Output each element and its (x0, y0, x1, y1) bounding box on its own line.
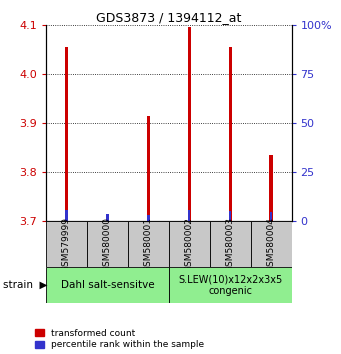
Bar (65, 210, 68, 221)
Bar (229, 211, 232, 221)
Bar (147, 116, 150, 221)
Title: GDS3873 / 1394112_at: GDS3873 / 1394112_at (96, 11, 241, 24)
Text: GSM580004: GSM580004 (267, 217, 276, 272)
Text: S.LEW(10)x12x2x3x5
congenic: S.LEW(10)x12x2x3x5 congenic (178, 274, 282, 296)
Bar (228, 47, 232, 221)
Text: GSM580001: GSM580001 (144, 217, 153, 272)
Bar (169, 267, 292, 303)
Legend: transformed count, percentile rank within the sample: transformed count, percentile rank withi… (35, 329, 205, 349)
Bar (269, 155, 273, 221)
Bar (169, 221, 210, 267)
Text: GSM580003: GSM580003 (226, 217, 235, 272)
Bar (251, 221, 292, 267)
Text: GSM579999: GSM579999 (62, 217, 71, 272)
Text: GSM580000: GSM580000 (103, 217, 112, 272)
Text: strain  ▶: strain ▶ (3, 280, 48, 290)
Bar (46, 221, 87, 267)
Bar (46, 267, 169, 303)
Bar (210, 221, 251, 267)
Bar (270, 212, 272, 221)
Bar (188, 27, 191, 221)
Bar (65, 47, 68, 221)
Bar (106, 214, 109, 221)
Bar (128, 221, 169, 267)
Bar (188, 210, 191, 221)
Text: Dahl salt-sensitve: Dahl salt-sensitve (61, 280, 154, 290)
Bar (87, 221, 128, 267)
Text: GSM580002: GSM580002 (185, 217, 194, 272)
Bar (147, 215, 150, 221)
